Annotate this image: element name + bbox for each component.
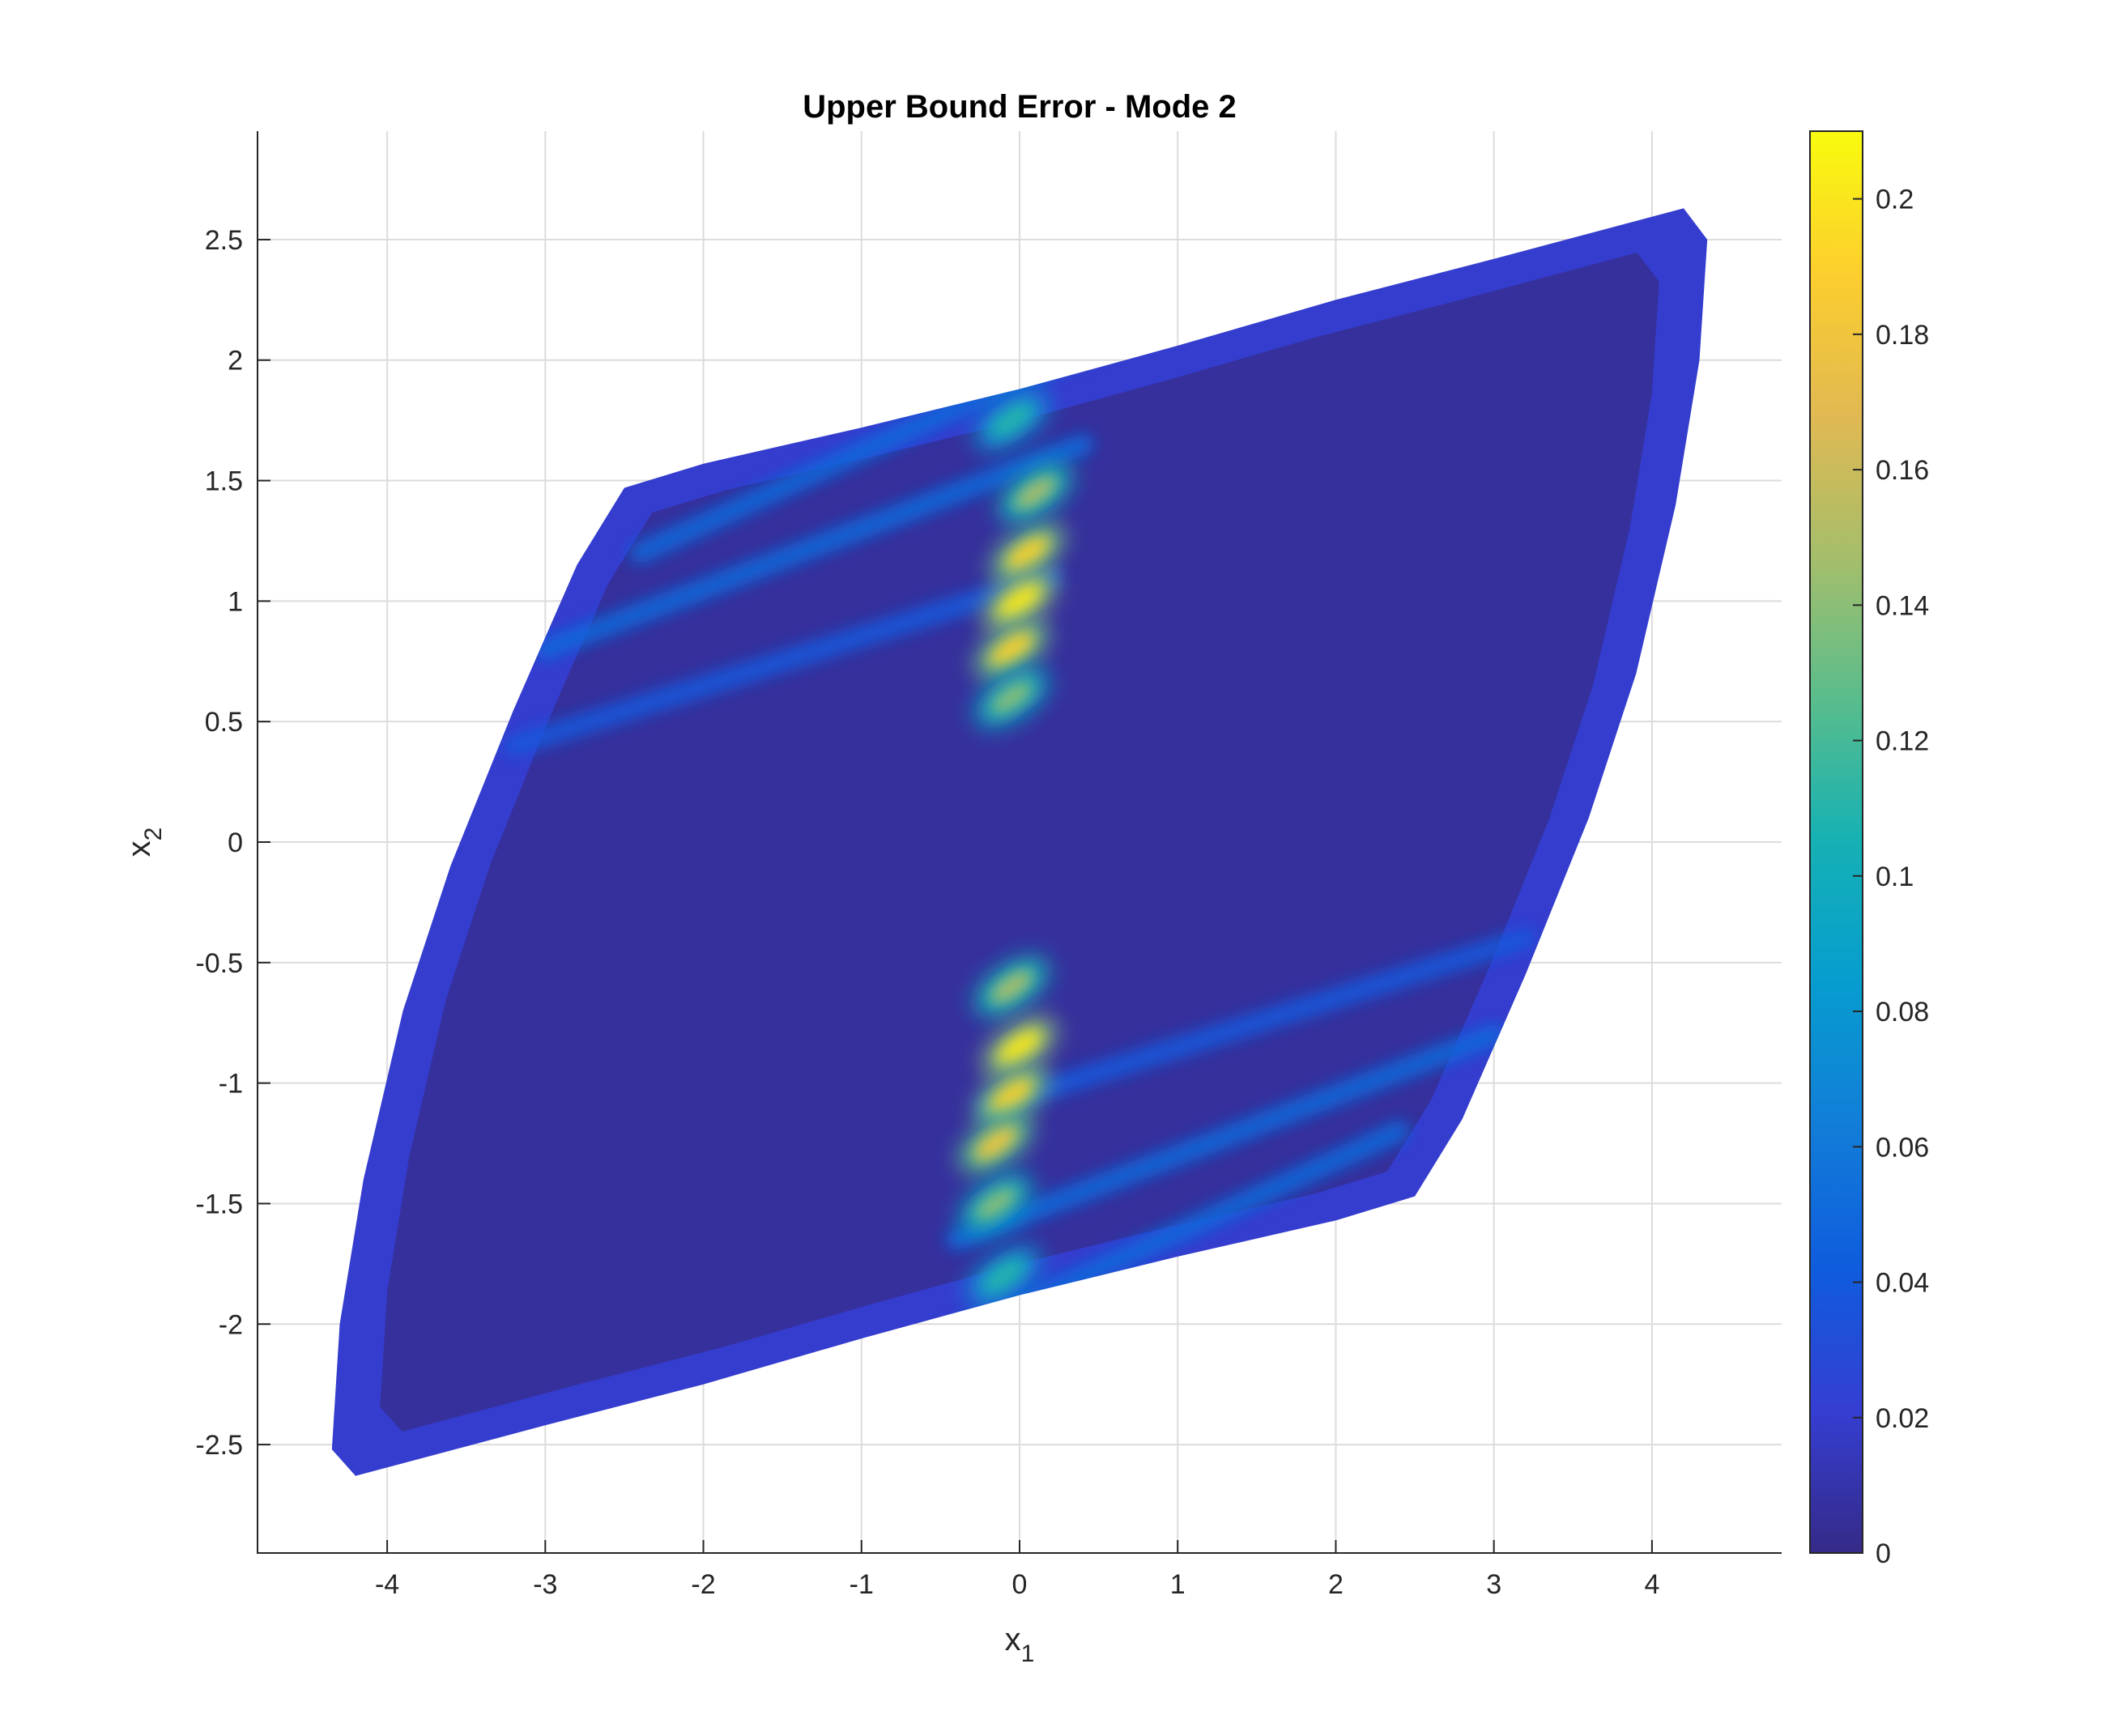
y-tick-label: 1: [228, 586, 243, 617]
heatmap-ridge: [534, 433, 1094, 660]
colorbar-tick-label: 0.1: [1876, 862, 1914, 892]
y-tick-label: -2.5: [195, 1430, 243, 1461]
heatmap-hotspot: [990, 970, 1033, 1003]
colorbar-frame: [1809, 130, 1863, 1554]
x-tick-label: 4: [1644, 1569, 1659, 1600]
heatmap-ridge: [977, 928, 1536, 1118]
heatmap-background: [380, 253, 1659, 1432]
x-tick-label: 3: [1486, 1569, 1501, 1600]
colorbar-tick-label: 0: [1876, 1538, 1891, 1569]
heatmap-ridge: [503, 566, 1063, 756]
colorbar-tick-label: 0.16: [1876, 455, 1929, 486]
y-tick-label: 0.5: [205, 707, 243, 738]
x-tick-label: 1: [1170, 1569, 1186, 1600]
heatmap-hotspot: [1015, 476, 1057, 509]
colorbar-tick-label: 0.04: [1876, 1268, 1929, 1299]
heatmap-hotspot: [999, 585, 1041, 618]
heatmap-hotspot: [975, 1127, 1017, 1159]
colorbar-tick-label: 0.02: [1876, 1403, 1929, 1434]
y-axis-ticks: -2.5 -2 -1.5 -1 -0.5 0 0.5 1 1.5 2 2.5: [195, 225, 270, 1461]
heatmap-hotspot: [999, 1031, 1041, 1063]
colorbar-ticks: 0 0.02 0.04 0.06 0.08 0.1 0.12 0.14 0.16 0.18 0.2: [1853, 185, 1929, 1569]
heatmap: [331, 208, 1708, 1476]
colorbar-tick-label: 0.06: [1876, 1132, 1929, 1163]
x-tick-label: 2: [1328, 1569, 1344, 1600]
y-tick-label: -2: [219, 1309, 243, 1340]
x-tick-label: -2: [691, 1569, 715, 1600]
axis-frame: [257, 131, 1782, 1554]
y-tick-label: -0.5: [195, 948, 243, 979]
x-tick-label: -4: [375, 1569, 399, 1600]
heatmap-hotspot: [990, 404, 1033, 436]
colorbar-tick-label: 0.18: [1876, 320, 1929, 351]
heatmap-hotspot: [990, 633, 1033, 666]
colorbar-scale: [1810, 131, 1863, 1553]
x-axis-label: x1: [1005, 1622, 1035, 1667]
x-tick-label: -3: [533, 1569, 557, 1600]
heatmap-hotspot: [975, 1187, 1017, 1220]
x-tick-label: -1: [850, 1569, 874, 1600]
y-axis-label: x2: [121, 828, 167, 857]
axes: [257, 131, 1782, 1554]
x-tick-label: 0: [1012, 1569, 1028, 1600]
x-axis-ticks: -4 -3 -2 -1 0 1 2 3 4: [375, 1540, 1659, 1600]
heatmap-hotspot: [990, 1079, 1033, 1112]
heatmap-interior: [380, 253, 1659, 1432]
y-tick-label: -1.5: [195, 1189, 243, 1219]
colorbar-tick-label: 0.14: [1876, 590, 1929, 621]
y-tick-label: 1.5: [205, 466, 243, 497]
colorbar-tick-label: 0.08: [1876, 997, 1929, 1028]
y-tick-label: 2.5: [205, 225, 243, 256]
y-tick-label: -1: [219, 1069, 243, 1100]
chart-title: Upper Bound Error - Mode 2: [803, 89, 1237, 125]
heatmap-hotspot: [982, 1259, 1024, 1292]
colorbar-tick-label: 0.12: [1876, 726, 1929, 757]
y-tick-label: 2: [228, 346, 243, 377]
heatmap-hotspot: [1007, 537, 1049, 569]
colorbar: 0 0.02 0.04 0.06 0.08 0.1 0.12 0.14 0.16 0.18 0.2: [1809, 130, 1929, 1569]
y-tick-label: 0: [228, 828, 243, 858]
heatmap-hotspot: [990, 681, 1033, 714]
heatmap-ridge: [945, 1024, 1505, 1251]
colorbar-tick-label: 0.2: [1876, 185, 1914, 215]
